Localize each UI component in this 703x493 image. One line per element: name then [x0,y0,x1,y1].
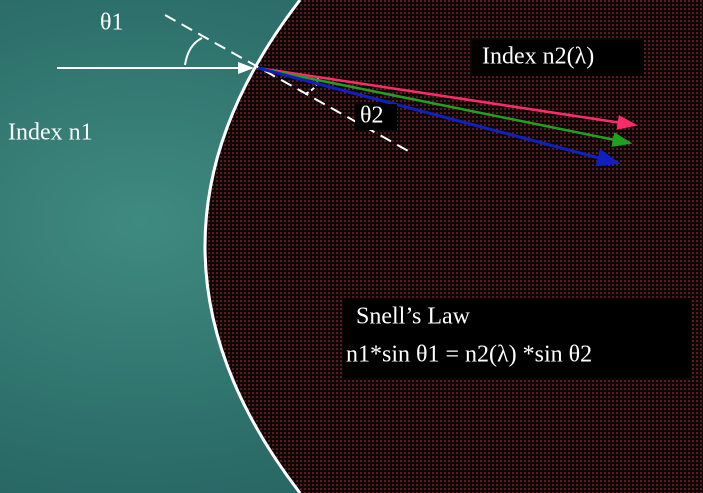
law-equation: n1*sin θ1 = n2(λ) *sin θ2 [346,342,592,368]
n2-label: Index n2(λ) [482,44,594,70]
law-title: Snell’s Law [356,304,471,330]
theta1-label: θ1 [100,10,124,36]
n1-label: Index n1 [8,120,93,146]
diagram: θ1 Index n1 Index n2(λ) θ2 Snell’s Law n… [0,0,703,493]
theta2-label: θ2 [360,103,384,129]
